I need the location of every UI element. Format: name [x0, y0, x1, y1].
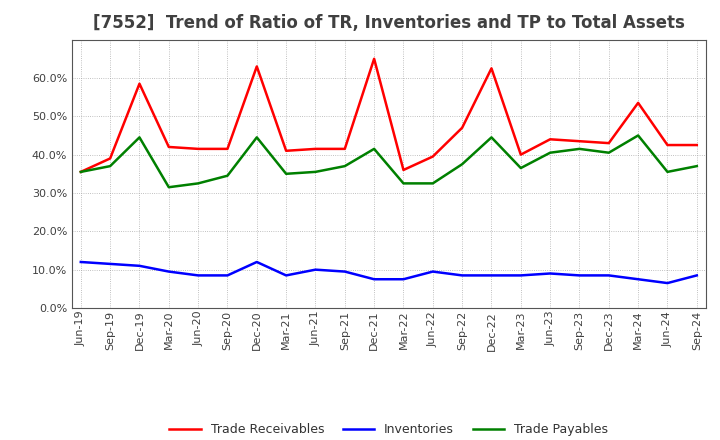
Inventories [76, 259, 85, 264]
Trade Payables [693, 164, 701, 169]
Trade Payables [164, 185, 173, 190]
Trade Receivables [194, 146, 202, 151]
Inventories [194, 273, 202, 278]
Trade Receivables [341, 146, 349, 151]
Trade Receivables [370, 56, 379, 62]
Line: Trade Receivables: Trade Receivables [81, 59, 697, 172]
Trade Receivables [546, 137, 554, 142]
Inventories [399, 277, 408, 282]
Inventories [164, 269, 173, 274]
Legend: Trade Receivables, Inventories, Trade Payables: Trade Receivables, Inventories, Trade Pa… [164, 418, 613, 440]
Trade Receivables [106, 156, 114, 161]
Trade Payables [282, 171, 290, 176]
Trade Receivables [516, 152, 525, 157]
Inventories [575, 273, 584, 278]
Inventories [693, 273, 701, 278]
Trade Payables [311, 169, 320, 175]
Inventories [428, 269, 437, 274]
Line: Trade Payables: Trade Payables [81, 136, 697, 187]
Trade Payables [135, 135, 144, 140]
Trade Receivables [663, 143, 672, 148]
Trade Payables [370, 146, 379, 151]
Trade Receivables [634, 100, 642, 106]
Trade Payables [487, 135, 496, 140]
Trade Payables [663, 169, 672, 175]
Inventories [634, 277, 642, 282]
Title: [7552]  Trend of Ratio of TR, Inventories and TP to Total Assets: [7552] Trend of Ratio of TR, Inventories… [93, 15, 685, 33]
Trade Receivables [164, 144, 173, 150]
Trade Payables [194, 181, 202, 186]
Line: Inventories: Inventories [81, 262, 697, 283]
Trade Receivables [311, 146, 320, 151]
Trade Receivables [575, 139, 584, 144]
Trade Payables [546, 150, 554, 155]
Inventories [487, 273, 496, 278]
Inventories [106, 261, 114, 267]
Trade Receivables [428, 154, 437, 159]
Inventories [253, 259, 261, 264]
Trade Receivables [458, 125, 467, 130]
Inventories [605, 273, 613, 278]
Trade Receivables [282, 148, 290, 154]
Trade Receivables [605, 140, 613, 146]
Inventories [341, 269, 349, 274]
Inventories [516, 273, 525, 278]
Trade Receivables [399, 167, 408, 172]
Trade Payables [516, 165, 525, 171]
Inventories [458, 273, 467, 278]
Trade Payables [253, 135, 261, 140]
Inventories [311, 267, 320, 272]
Trade Payables [399, 181, 408, 186]
Inventories [370, 277, 379, 282]
Trade Payables [458, 161, 467, 167]
Trade Receivables [253, 64, 261, 69]
Inventories [282, 273, 290, 278]
Trade Payables [634, 133, 642, 138]
Inventories [663, 280, 672, 286]
Inventories [546, 271, 554, 276]
Trade Payables [575, 146, 584, 151]
Trade Payables [341, 164, 349, 169]
Trade Receivables [693, 143, 701, 148]
Trade Payables [76, 169, 85, 175]
Inventories [223, 273, 232, 278]
Trade Payables [223, 173, 232, 178]
Trade Receivables [76, 169, 85, 175]
Trade Receivables [135, 81, 144, 86]
Trade Receivables [487, 66, 496, 71]
Inventories [135, 263, 144, 268]
Trade Receivables [223, 146, 232, 151]
Trade Payables [428, 181, 437, 186]
Trade Payables [605, 150, 613, 155]
Trade Payables [106, 164, 114, 169]
